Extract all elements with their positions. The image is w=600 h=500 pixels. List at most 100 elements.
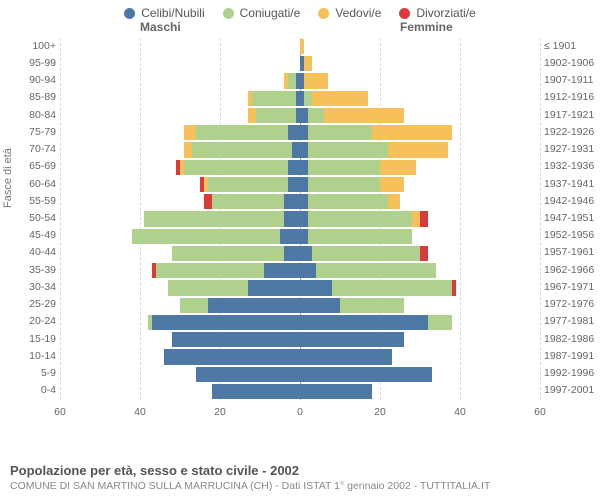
bar-female [300, 280, 456, 295]
chart-title: Popolazione per età, sesso e stato civil… [10, 463, 590, 478]
bar-female [300, 39, 304, 54]
bar-female [300, 211, 428, 226]
bar-segment [144, 211, 284, 226]
bar-segment [288, 160, 300, 175]
pyramid-row [60, 331, 540, 348]
bar-segment [304, 91, 312, 106]
pyramid-row [60, 176, 540, 193]
age-label: 60-64 [14, 178, 56, 190]
age-label: 75-79 [14, 126, 56, 138]
pyramid-row [60, 124, 540, 141]
bar-segment [264, 263, 300, 278]
birth-label: 1952-1956 [544, 229, 600, 241]
bar-segment [372, 125, 452, 140]
bar-segment [428, 315, 452, 330]
bar-female [300, 91, 368, 106]
bar-segment [172, 332, 300, 347]
bar-female [300, 384, 372, 399]
x-tick: 40 [454, 406, 466, 418]
bar-segment [300, 298, 340, 313]
pyramid-row [60, 159, 540, 176]
birth-label: 1922-1926 [544, 126, 600, 138]
age-label: 25-29 [14, 298, 56, 310]
bar-segment [300, 142, 308, 157]
bar-male [248, 91, 300, 106]
bar-segment [208, 177, 288, 192]
age-label: 55-59 [14, 195, 56, 207]
bar-segment [192, 142, 292, 157]
footer: Popolazione per età, sesso e stato civil… [10, 463, 590, 492]
age-label: 35-39 [14, 264, 56, 276]
gender-headers: Maschi Femmine [0, 20, 600, 38]
bar-female [300, 263, 436, 278]
pyramid-row [60, 383, 540, 400]
bar-segment [308, 177, 380, 192]
bar-segment [204, 194, 212, 209]
birth-label: 1997-2001 [544, 384, 600, 396]
age-label: 70-74 [14, 143, 56, 155]
bar-segment [168, 280, 248, 295]
bar-female [300, 73, 328, 88]
bar-male [164, 349, 300, 364]
birth-label: 1987-1991 [544, 350, 600, 362]
birth-label: 1992-1996 [544, 367, 600, 379]
bar-segment [288, 177, 300, 192]
bar-segment [300, 367, 432, 382]
pyramid-row [60, 193, 540, 210]
bar-segment [380, 177, 404, 192]
pyramid-row [60, 38, 540, 55]
bar-segment [184, 160, 288, 175]
bar-male [168, 280, 300, 295]
dot-icon [223, 8, 234, 19]
legend-divorziati: Divorziati/e [399, 6, 475, 20]
pyramid-row [60, 279, 540, 296]
bar-segment [300, 39, 304, 54]
legend-label: Coniugati/e [240, 6, 301, 20]
birth-label: 1937-1941 [544, 178, 600, 190]
header-female: Femmine [400, 20, 453, 34]
x-tick: 60 [534, 406, 546, 418]
bar-male [212, 384, 300, 399]
dot-icon [399, 8, 410, 19]
bar-male [248, 108, 300, 123]
age-label: 20-24 [14, 315, 56, 327]
bar-segment [300, 229, 308, 244]
bar-segment [284, 246, 300, 261]
bar-male [176, 160, 300, 175]
bar-segment [288, 125, 300, 140]
bar-segment [300, 349, 392, 364]
bar-female [300, 108, 404, 123]
bar-segment [256, 108, 296, 123]
y-axis-left-title: Fasce di età [2, 148, 14, 208]
dot-icon [318, 8, 329, 19]
birth-label: 1962-1966 [544, 264, 600, 276]
bar-segment [212, 194, 284, 209]
bar-male [284, 73, 300, 88]
legend-label: Vedovi/e [335, 6, 381, 20]
legend-celibi: Celibi/Nubili [124, 6, 204, 20]
bar-male [196, 367, 300, 382]
age-label: 95-99 [14, 57, 56, 69]
age-label: 65-69 [14, 160, 56, 172]
bar-segment [300, 332, 404, 347]
bar-female [300, 367, 432, 382]
age-label: 40-44 [14, 246, 56, 258]
bar-female [300, 56, 312, 71]
birth-label: 1932-1936 [544, 160, 600, 172]
bar-segment [300, 263, 316, 278]
birth-label: 1982-1986 [544, 333, 600, 345]
age-label: 85-89 [14, 91, 56, 103]
pyramid-row [60, 245, 540, 262]
pyramid-row [60, 90, 540, 107]
bar-segment [332, 280, 452, 295]
bar-segment [300, 125, 308, 140]
pyramid-row [60, 262, 540, 279]
bar-segment [300, 177, 308, 192]
bar-segment [308, 229, 412, 244]
bar-female [300, 229, 412, 244]
age-label: 30-34 [14, 281, 56, 293]
age-label: 10-14 [14, 350, 56, 362]
bar-segment [388, 194, 400, 209]
age-label: 15-19 [14, 333, 56, 345]
bar-segment [300, 246, 312, 261]
